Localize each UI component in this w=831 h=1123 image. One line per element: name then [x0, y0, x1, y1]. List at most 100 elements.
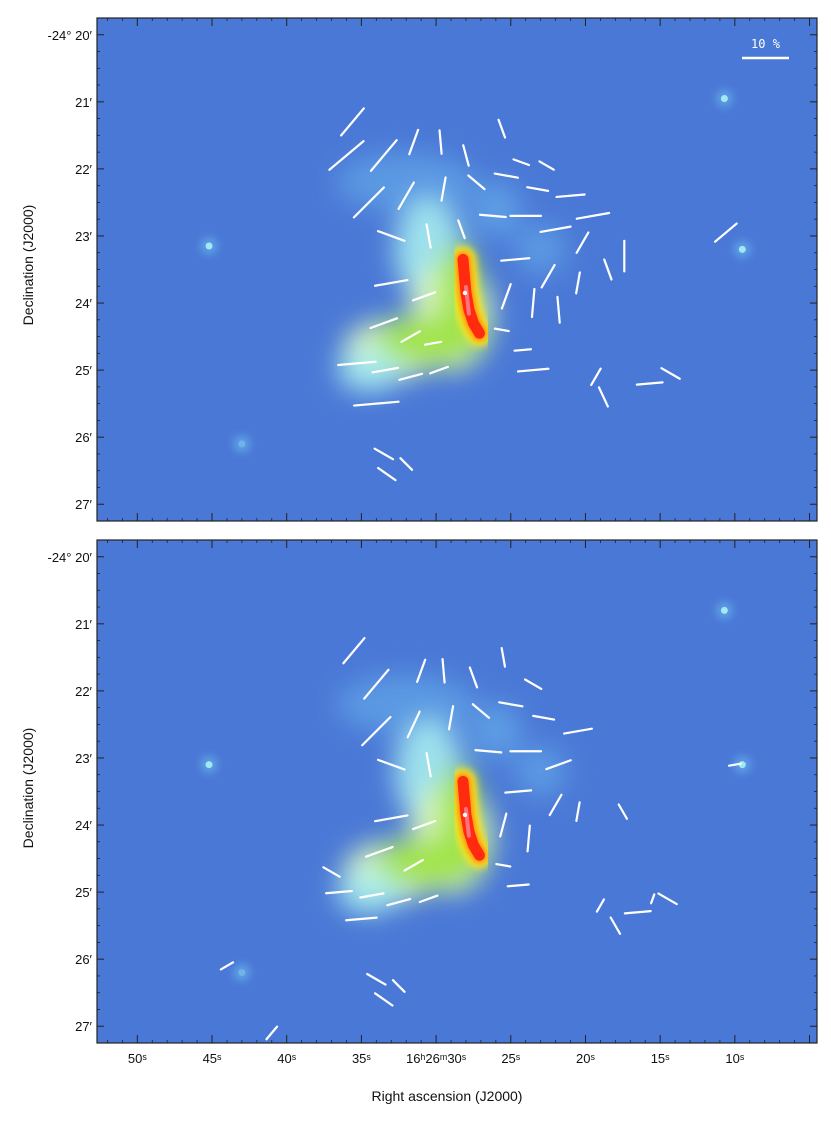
polarization-vector — [474, 749, 503, 754]
polarization-vector — [555, 193, 586, 199]
polarization-vector — [425, 752, 432, 778]
polarization-vector — [399, 457, 414, 471]
polarization-vector — [411, 291, 437, 302]
polarization-vector — [423, 340, 443, 346]
x-axis-label: Right ascension (J2000) — [372, 1088, 523, 1104]
dense-core — [449, 768, 493, 869]
polarization-vector — [575, 271, 581, 295]
polarization-vector — [440, 176, 447, 202]
x-tick-label: 25ˢ — [501, 1051, 520, 1066]
polarization-vector — [623, 909, 652, 915]
polarization-vector — [493, 327, 510, 333]
polarization-vector — [500, 257, 531, 262]
y-tick-label: 27′ — [75, 497, 92, 512]
x-tick-label: 16ʰ26ᵐ30ˢ — [406, 1051, 467, 1066]
x-axis-ticks: 50ˢ 45ˢ 40ˢ 35ˢ 16ʰ26ᵐ30ˢ 25ˢ 20ˢ 15ˢ 10ˢ — [107, 540, 811, 1066]
y-axis-ticks: -24° 20′ 21′ 22′ 23′ 24′ 25′ 26′ 27′ — [48, 28, 817, 512]
y-tick-label: 26′ — [75, 430, 92, 445]
polarization-vector — [337, 360, 377, 367]
polarization-vector — [447, 705, 455, 731]
x-tick-label: 50ˢ — [128, 1051, 147, 1066]
intensity-map — [97, 540, 817, 1043]
polarization-vector — [635, 381, 664, 386]
polarization-vector — [265, 1025, 279, 1041]
polarization-vector — [397, 181, 415, 211]
polarization-vector — [373, 278, 409, 287]
y-axis-label-top: Declination (J2000) — [20, 205, 36, 326]
polarization-vector — [462, 144, 470, 167]
polarization-vector — [563, 727, 593, 735]
scale-bar-label: 10 % — [751, 37, 781, 51]
polarization-vector — [516, 367, 550, 373]
polarization-vector — [467, 174, 486, 191]
point-source — [200, 237, 219, 256]
scale-bar: 10 % — [742, 37, 789, 60]
polarization-vector — [373, 447, 395, 461]
polarization-vector — [416, 658, 427, 683]
polarization-vector — [328, 140, 365, 171]
polarization-vector — [400, 330, 421, 343]
y-tick-label: -24° 20′ — [48, 550, 93, 565]
polarization-vector — [556, 295, 561, 324]
y-axis-label-bottom: Declination (J2000) — [20, 728, 36, 849]
polarization-vector — [727, 762, 742, 767]
x-tick-label: 35ˢ — [352, 1051, 371, 1066]
polarization-vector — [219, 961, 235, 971]
polarization-vector — [649, 893, 656, 905]
polarization-vector — [398, 372, 424, 381]
point-source — [715, 601, 734, 620]
x-tick-label: 20ˢ — [576, 1051, 595, 1066]
diffuse-emission — [336, 674, 567, 915]
polarization-vector — [493, 172, 519, 179]
polarization-vector — [345, 916, 378, 922]
polarization-vector — [425, 223, 432, 249]
polarization-vector — [376, 230, 406, 242]
polarization-vector — [441, 657, 446, 684]
y-tick-label: 23′ — [75, 229, 92, 244]
y-axis-ticks: -24° 20′ 21′ 22′ 23′ 24′ 25′ 26′ 27′ — [48, 550, 817, 1034]
polarization-vector — [495, 862, 512, 868]
polarization-vectors — [328, 107, 738, 482]
x-tick-label: 10ˢ — [725, 1051, 744, 1066]
polarization-vector — [526, 824, 531, 853]
polarization-vector — [478, 213, 507, 219]
polarization-vector — [369, 317, 399, 330]
polarization-vector — [500, 647, 507, 668]
polarization-vector — [363, 668, 390, 700]
polarization-vector — [438, 129, 443, 155]
top-panel: -24° 20′ 21′ 22′ 23′ 24′ 25′ 26′ 27′ 10 % — [48, 17, 818, 522]
polarization-vector — [468, 666, 479, 689]
polarization-vector — [408, 128, 420, 156]
polarization-vector — [512, 158, 531, 167]
polarization-vector — [325, 889, 353, 895]
polarization-vector — [499, 812, 508, 838]
point-source — [200, 755, 219, 774]
intensity-map — [97, 18, 817, 521]
polarization-vector — [713, 222, 738, 243]
polarization-vector — [429, 365, 450, 375]
polarization-vector — [418, 894, 439, 904]
polarization-vector — [523, 678, 543, 690]
polarization-vector — [595, 898, 606, 913]
polarization-vector — [391, 979, 406, 993]
point-source — [733, 240, 752, 259]
polarization-vector — [530, 287, 536, 319]
polarization-vector — [506, 883, 530, 888]
polarization-vector — [364, 845, 394, 858]
x-axis-ticks — [107, 18, 811, 521]
polarization-vector — [359, 892, 385, 899]
polarization-vector — [539, 225, 572, 234]
y-tick-label: 27′ — [75, 1019, 92, 1034]
polarization-vector — [603, 258, 613, 281]
x-tick-label: 40ˢ — [277, 1051, 296, 1066]
y-tick-label: 24′ — [75, 818, 92, 833]
polarization-vector — [371, 366, 400, 374]
y-tick-label: 25′ — [75, 363, 92, 378]
polarization-vector — [386, 898, 412, 907]
polarization-vector — [545, 759, 572, 771]
polarization-vector — [660, 367, 681, 380]
polarization-vector — [403, 858, 424, 872]
polarization-vector — [342, 636, 366, 665]
polarization-vector — [538, 160, 555, 171]
y-tick-label: -24° 20′ — [48, 28, 93, 43]
